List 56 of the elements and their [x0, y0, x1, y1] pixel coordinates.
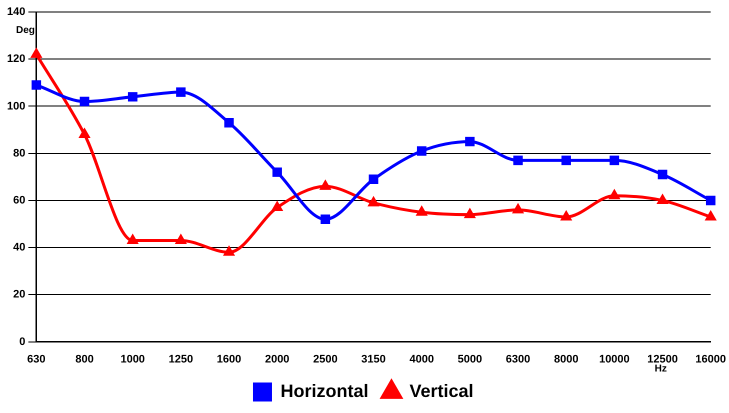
- point: [320, 214, 330, 224]
- y-tick-label: 120: [6, 53, 26, 66]
- point: [368, 196, 380, 206]
- point: [658, 170, 668, 180]
- point: [705, 210, 716, 220]
- point: [608, 189, 620, 200]
- x-tick-label: 5000: [458, 353, 482, 366]
- point: [560, 210, 572, 220]
- point: [78, 128, 90, 138]
- point: [175, 234, 187, 244]
- point: [610, 156, 620, 166]
- y-tick-label: 40: [13, 242, 26, 254]
- y-tick-label: 100: [6, 100, 26, 112]
- x-tick-label: 2000: [264, 353, 290, 366]
- x-tick-label: 6300: [506, 353, 530, 366]
- point: [271, 201, 283, 212]
- point: [416, 206, 428, 216]
- point: [224, 118, 234, 128]
- point: [176, 87, 186, 97]
- point: [368, 174, 378, 184]
- x-tick-label: 630: [27, 353, 46, 366]
- point: [464, 208, 476, 218]
- point: [126, 234, 138, 244]
- y-tick-label: 80: [13, 147, 26, 160]
- x-axis-title: Hz: [654, 364, 667, 375]
- point: [561, 156, 571, 166]
- y-tick-label: 60: [13, 194, 26, 206]
- point: [656, 194, 668, 204]
- x-tick-label: 8000: [554, 353, 578, 366]
- legend-label: Horizontal: [280, 380, 368, 401]
- y-tick-label: 140: [6, 6, 26, 18]
- x-tick-label: 4000: [409, 353, 434, 366]
- point: [80, 96, 90, 106]
- point: [513, 156, 523, 166]
- point: [272, 167, 282, 177]
- point: [416, 146, 426, 156]
- y-tick-label: 20: [13, 288, 26, 301]
- y-tick-label: 0: [19, 336, 26, 348]
- point: [32, 80, 42, 90]
- x-tick-label: 2500: [313, 353, 338, 366]
- point: [223, 246, 235, 256]
- x-tick-label: 10000: [599, 353, 630, 366]
- x-tick-label: 800: [75, 353, 94, 366]
- x-tick-label: 1250: [168, 353, 194, 366]
- x-tick-label: 16000: [695, 353, 726, 366]
- x-tick-label: 1000: [120, 353, 145, 366]
- point: [706, 196, 716, 206]
- point: [512, 203, 524, 214]
- x-tick-label: 3150: [361, 353, 386, 366]
- point: [320, 180, 332, 190]
- x-tick-label: 12500: [647, 353, 678, 366]
- x-tick-label: 1600: [216, 353, 242, 366]
- legend-label: Vertical: [409, 380, 474, 401]
- point: [128, 92, 138, 102]
- y-axis-title: Deg: [16, 24, 35, 36]
- point: [465, 136, 475, 146]
